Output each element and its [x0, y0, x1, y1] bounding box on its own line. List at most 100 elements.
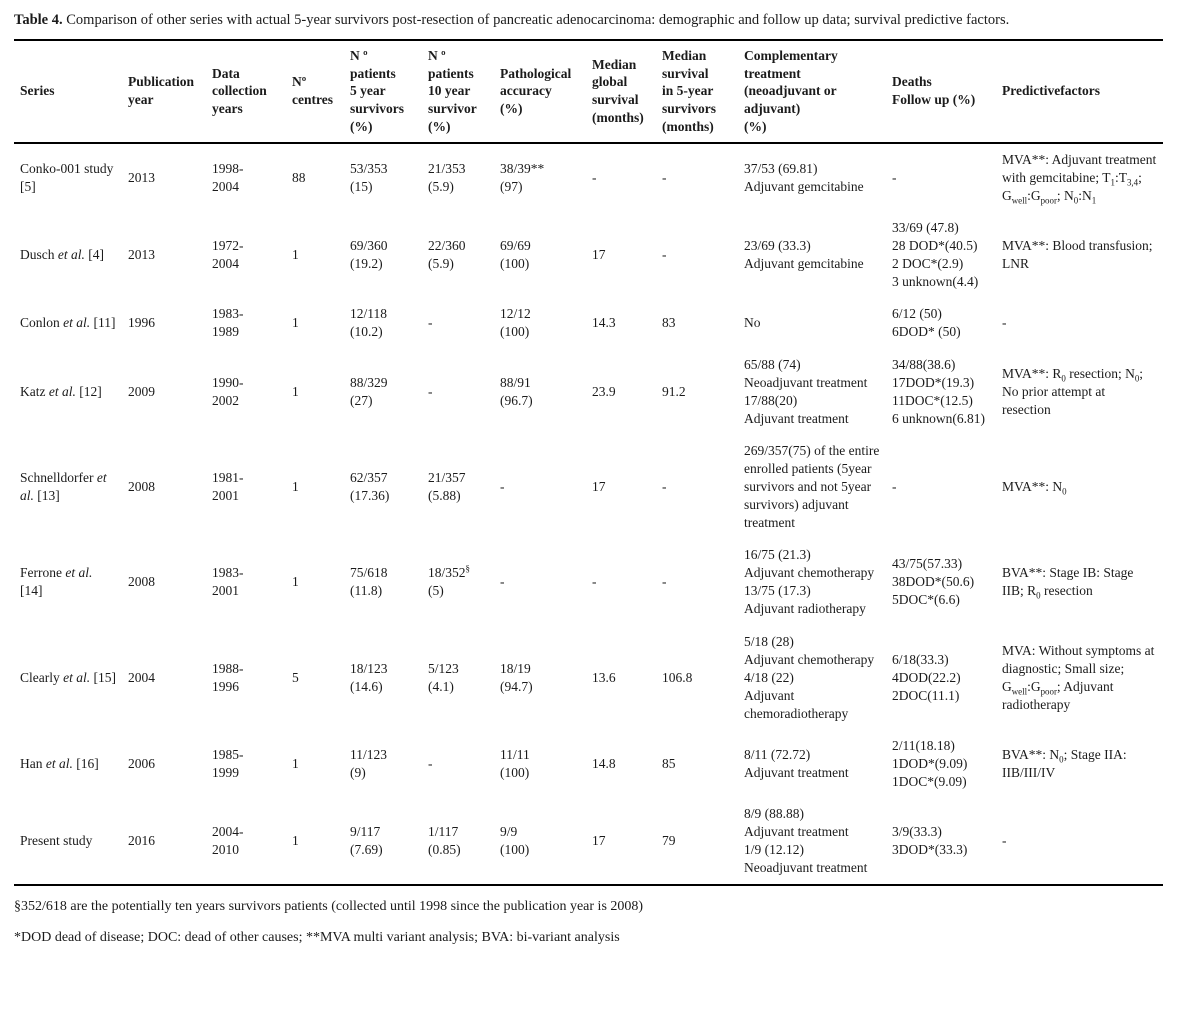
cell-complementary-treatment: 5/18 (28) Adjuvant chemotherapy 4/18 (22) A…	[744, 633, 875, 721]
cell-pathological-accuracy: 9/9 (100)	[500, 824, 530, 858]
cell-pathological-accuracy: 18/19 (94.7)	[500, 660, 533, 694]
cell-deaths-follow-up: 33/69 (47.8) 28 DOD*(40.5) 2 DOC*(2.9) 3 un…	[892, 220, 979, 290]
cell-deaths-follow-up: -	[892, 478, 897, 494]
column-header-centres: Nº centres	[286, 39, 344, 144]
cell-patients-5-year: 88/329 (27)	[350, 374, 388, 408]
cell-centres: 5	[292, 669, 299, 685]
column-header-publication-year: Publication year	[122, 39, 206, 144]
cell-deaths-follow-up: 3/9(33.3) 3DOD*(33.3)	[892, 824, 968, 858]
cell-series: Conko-001 study [5]	[20, 160, 114, 194]
cell-series: Conlon et al. [11]	[20, 315, 116, 331]
cell-centres: 1	[292, 574, 299, 590]
cell-data-collection-years: 1990- 2002	[212, 374, 244, 408]
cell-median-survival-5-year: 79	[662, 833, 676, 849]
cell-predictive-factors: MVA**: R0 resection; N0; No prior attemp…	[1002, 365, 1144, 417]
cell-patients-5-year: 12/118 (10.2)	[350, 306, 387, 340]
column-header-series: Series	[14, 39, 122, 144]
cell-patients-5-year: 53/353 (15)	[350, 160, 388, 194]
cell-median-global-survival: -	[592, 574, 597, 590]
table-title: Table 4. Comparison of other series with…	[14, 10, 1163, 32]
cell-median-survival-5-year: 106.8	[662, 669, 693, 685]
cell-data-collection-years: 1998- 2004	[212, 160, 244, 194]
cell-median-survival-5-year: 91.2	[662, 383, 686, 399]
cell-predictive-factors: MVA**: Adjuvant treatment with gemcitabi…	[1002, 151, 1157, 206]
cell-publication-year: 2008	[128, 574, 155, 590]
footnote: §352/618 are the potentially ten years s…	[14, 899, 644, 915]
cell-median-survival-5-year: -	[662, 169, 667, 185]
cell-patients-10-year: 18/352§ (5)	[428, 563, 470, 599]
cell-median-global-survival: 14.8	[592, 756, 616, 771]
cell-pathological-accuracy: 88/91 (96.7)	[500, 374, 533, 408]
cell-pathological-accuracy: -	[500, 574, 505, 590]
table-row: Conko-001 study [5] 2013 1998- 2004 88 53/353…	[14, 143, 1163, 212]
cell-patients-5-year: 69/360 (19.2)	[350, 238, 388, 272]
cell-series: Han et al. [16]	[20, 756, 99, 771]
cell-complementary-treatment: 16/75 (21.3) Adjuvant chemotherapy 13/75 (…	[744, 547, 875, 617]
cell-deaths-follow-up: 2/11(18.18) 1DOD*(9.09) 1DOC*(9.09)	[892, 737, 968, 790]
table-row: Schnelldorfer et al. [13] 2008 1981- 2001 1 6…	[14, 435, 1163, 539]
cell-median-global-survival: 23.9	[592, 383, 616, 399]
cell-patients-10-year: -	[428, 756, 433, 771]
cell-complementary-treatment: 65/88 (74) Neoadjuvant treatment 17/88(20)…	[744, 356, 868, 426]
cell-centres: 1	[292, 478, 299, 494]
table-title-label: Table 4.	[14, 12, 63, 28]
cell-deaths-follow-up: 6/12 (50) 6DOD* (50)	[892, 306, 961, 340]
cell-centres: 1	[292, 383, 299, 399]
cell-median-global-survival: 17	[592, 478, 606, 494]
cell-median-global-survival: 17	[592, 247, 606, 263]
cell-deaths-follow-up: 6/18(33.3) 4DOD(22.2) 2DOC(11.1)	[892, 651, 961, 703]
cell-publication-year: 2009	[128, 383, 155, 399]
cell-predictive-factors: MVA**: N0	[1002, 478, 1067, 497]
column-header-patients-10-year: N º patients 10 year survivor (%)	[422, 39, 494, 144]
cell-deaths-follow-up: 43/75(57.33) 38DOD*(50.6) 5DOC*(6.6)	[892, 556, 975, 608]
cell-median-global-survival: 17	[592, 833, 606, 849]
cell-data-collection-years: 1988- 1996	[212, 660, 244, 694]
cell-centres: 1	[292, 756, 299, 771]
column-header-deaths-follow-up: Deaths Follow up (%)	[886, 39, 996, 144]
cell-complementary-treatment: 37/53 (69.81) Adjuvant gemcitabine	[744, 160, 864, 194]
table-row: Han et al. [16] 2006 1985- 1999 1 11/123 (9) - 1…	[14, 730, 1163, 798]
column-header-median-survival-5-year: Median survival in 5-year survivors (months)	[656, 39, 738, 144]
table-row: Present study 2016 2004- 2010 1 9/117 (7.69) 1/…	[14, 798, 1163, 885]
table-row: Conlon et al. [11] 1996 1983- 1989 1 12/118 (1…	[14, 298, 1163, 348]
cell-patients-10-year: 5/123 (4.1)	[428, 660, 459, 694]
cell-median-survival-5-year: 83	[662, 315, 676, 331]
column-header-predictive-factors: Predictivefactors	[996, 39, 1163, 144]
cell-series: Present study	[20, 833, 93, 849]
table-row: Ferrone et al. [14] 2008 1983- 2001 1 75/618(…	[14, 539, 1163, 625]
column-header-median-global-survival: Median global survival (months)	[586, 39, 656, 144]
cell-complementary-treatment: 269/357(75) of the entire enrolled patie…	[744, 442, 880, 531]
cell-patients-10-year: 21/357 (5.88)	[428, 469, 466, 504]
footnote: *DOD dead of disease; DOC: dead of other…	[14, 929, 620, 945]
cell-median-survival-5-year: -	[662, 574, 667, 590]
cell-data-collection-years: 1983- 2001	[212, 565, 244, 599]
cell-median-survival-5-year: 85	[662, 756, 676, 771]
table-header-row: Series Publication year Data collection years…	[14, 39, 1163, 144]
cell-publication-year: 2013	[128, 247, 155, 263]
cell-median-global-survival: 13.6	[592, 669, 616, 685]
cell-centres: 88	[292, 169, 306, 185]
cell-publication-year: 2016	[128, 833, 155, 849]
cell-patients-5-year: 75/618 (11.8)	[350, 565, 388, 599]
cell-pathological-accuracy: 69/69 (100)	[500, 238, 531, 272]
table-row: Katz et al. [12] 2009 1990- 2002 1 88/329 (27)…	[14, 349, 1163, 435]
cell-publication-year: 1996	[128, 315, 155, 331]
column-header-patients-5-year: N º patients 5 year survivors (%)	[344, 39, 422, 144]
cell-pathological-accuracy: 11/11 (100)	[500, 746, 530, 781]
cell-data-collection-years: 1981- 2001	[212, 469, 244, 504]
cell-series: Katz et al. [12]	[20, 383, 102, 399]
cell-median-survival-5-year: -	[662, 247, 667, 263]
column-header-data-collection-years: Data collection years	[206, 39, 286, 144]
column-header-complementary-treatment: Complementary treatment (neoadjuvant or adj…	[738, 39, 886, 144]
comparison-table: Series Publication year Data collection years…	[14, 38, 1163, 887]
cell-data-collection-years: 1983- 1989	[212, 306, 244, 340]
cell-complementary-treatment: No	[744, 315, 761, 331]
table-header: Series Publication year Data collection years…	[14, 39, 1163, 144]
footnotes: §352/618 are the potentially ten years s…	[14, 898, 1163, 946]
cell-publication-year: 2013	[128, 169, 155, 185]
cell-series: Schnelldorfer et al. [13]	[20, 469, 107, 504]
column-header-pathological-accuracy: Pathological accuracy (%)	[494, 39, 586, 144]
table-body: Conko-001 study [5] 2013 1998- 2004 88 53/353…	[14, 143, 1163, 886]
cell-predictive-factors: -	[1002, 315, 1007, 331]
